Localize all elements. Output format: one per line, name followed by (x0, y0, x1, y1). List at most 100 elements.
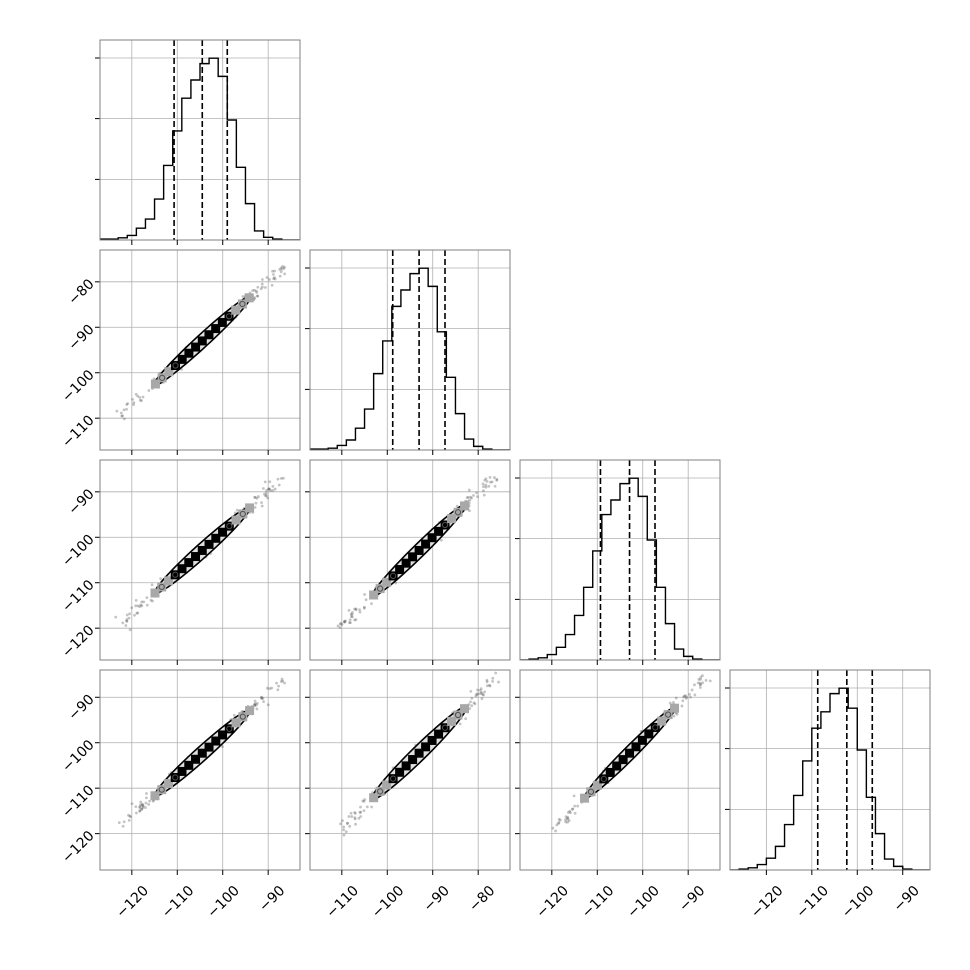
density-marker (377, 585, 384, 592)
scatter-point (141, 806, 145, 810)
scatter-point (251, 289, 255, 292)
panel-content (100, 460, 300, 660)
scatter-point (263, 286, 267, 289)
scatter-point (134, 392, 138, 396)
panel-frame (99, 249, 301, 451)
scatter-point (494, 671, 498, 675)
x-tick-label: −120 (533, 883, 572, 922)
scatter-point (252, 297, 256, 301)
scatter-point (479, 687, 483, 691)
scatter-point (557, 821, 561, 824)
scatter-point (484, 477, 488, 481)
scatter-point (270, 283, 274, 287)
scatter-point (253, 704, 257, 708)
scatter-point (262, 492, 266, 496)
scatter-point (283, 681, 286, 685)
density-bin-light (460, 704, 470, 714)
scatter-point (555, 823, 559, 827)
scatter-point (125, 619, 129, 623)
scatter-point (278, 274, 282, 278)
density-bin-light (369, 590, 379, 600)
scatter-point (564, 820, 568, 824)
density-bin-dark (395, 565, 405, 575)
scatter-point (363, 606, 366, 610)
scatter-point (572, 794, 576, 798)
scatter-point (680, 704, 684, 708)
scatter-point (253, 703, 256, 706)
scatter-point (135, 611, 139, 615)
scatter-point (127, 818, 131, 822)
scatter-point (117, 821, 121, 825)
scatter-point (140, 399, 143, 403)
scatter-point (470, 704, 474, 708)
scatter-point (485, 678, 489, 682)
scatter-point (684, 696, 688, 700)
density-bin-dark (605, 767, 615, 777)
density-bin-dark (224, 521, 234, 531)
scatter-point (145, 596, 149, 600)
density-bin-dark (434, 729, 444, 739)
histogram-0 (100, 57, 300, 240)
scatter-point (566, 817, 570, 821)
panel-content (100, 670, 300, 870)
scatter-point (280, 477, 283, 480)
density-bin-dark (421, 539, 431, 549)
y-tick-label: −100 (59, 532, 98, 571)
scatter-point (573, 804, 577, 808)
density-bin-dark (388, 774, 398, 784)
density-bin-light (447, 514, 457, 524)
scatter-point (150, 583, 154, 587)
scatter-point (144, 796, 148, 800)
scatter-point (455, 504, 459, 508)
density-marker (239, 300, 246, 308)
scatter-point (270, 686, 274, 690)
scatter-point (475, 692, 479, 696)
scatter-point (138, 396, 142, 399)
density-bin-dark (618, 755, 628, 765)
scatter-point (147, 802, 151, 806)
scatter-point (260, 696, 264, 700)
histogram-1 (310, 267, 510, 450)
y-tick-label: −90 (65, 692, 97, 724)
scatter-point (339, 621, 343, 625)
scatter-point (353, 817, 357, 821)
scatter-point (348, 618, 352, 622)
scatter-point (353, 811, 357, 815)
density-bin-dark (401, 761, 411, 771)
scatter-point (476, 495, 479, 499)
scatter-point (481, 692, 485, 696)
scatter-point (159, 577, 163, 580)
scatter-point (123, 417, 126, 421)
density-marker (390, 775, 397, 782)
scatter-point (475, 693, 479, 696)
histogram-2 (520, 477, 720, 660)
density-marker (158, 583, 165, 591)
panel-frame (309, 459, 511, 661)
scatter-point (273, 269, 276, 273)
density-bin-dark (170, 570, 180, 580)
scatter-point (343, 620, 346, 624)
scatter-point (353, 618, 357, 622)
scatter-point (488, 683, 491, 687)
density-bin-light (231, 718, 241, 728)
scatter-point (264, 491, 268, 495)
scatter-point (342, 833, 346, 837)
panel-frame (729, 669, 931, 871)
y-tick-label: −80 (65, 276, 97, 308)
scatter-point (353, 607, 357, 611)
scatter-point (394, 581, 398, 585)
scatter-point (131, 397, 134, 401)
scatter-point (266, 703, 270, 707)
scatter-point (345, 822, 349, 825)
x-tick-label: −100 (839, 883, 878, 922)
density-marker (441, 521, 449, 529)
density-bin-dark (631, 742, 641, 752)
scatter-point (260, 501, 263, 505)
scatter-point (338, 626, 342, 630)
scatter-point (480, 690, 483, 694)
density-marker (665, 711, 672, 718)
density-bin-dark (177, 354, 187, 364)
scatter-point (121, 824, 125, 828)
scatter-point (260, 504, 264, 508)
